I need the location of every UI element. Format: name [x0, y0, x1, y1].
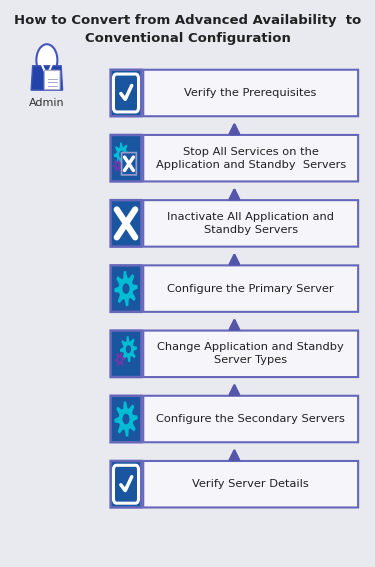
FancyBboxPatch shape [111, 396, 141, 442]
Text: Inactivate All Application and
Standby Servers: Inactivate All Application and Standby S… [167, 212, 334, 235]
FancyBboxPatch shape [111, 200, 141, 247]
FancyBboxPatch shape [143, 331, 358, 377]
FancyBboxPatch shape [143, 461, 358, 507]
Text: Stop All Services on the
Application and Standby  Servers: Stop All Services on the Application and… [156, 147, 346, 170]
FancyBboxPatch shape [143, 265, 358, 312]
FancyBboxPatch shape [111, 461, 141, 507]
FancyBboxPatch shape [143, 70, 358, 116]
Polygon shape [115, 352, 125, 367]
FancyBboxPatch shape [111, 331, 141, 377]
FancyBboxPatch shape [44, 70, 60, 90]
FancyBboxPatch shape [111, 135, 141, 181]
Circle shape [123, 414, 129, 424]
Circle shape [119, 151, 124, 158]
Circle shape [123, 284, 129, 294]
FancyBboxPatch shape [111, 265, 141, 312]
FancyBboxPatch shape [143, 200, 358, 247]
Text: Configure the Primary Server: Configure the Primary Server [167, 284, 334, 294]
Circle shape [36, 44, 57, 76]
Polygon shape [114, 271, 138, 306]
Polygon shape [120, 336, 137, 362]
Polygon shape [113, 159, 122, 172]
FancyBboxPatch shape [143, 396, 358, 442]
FancyBboxPatch shape [111, 70, 141, 116]
Polygon shape [114, 142, 130, 167]
FancyBboxPatch shape [122, 153, 136, 175]
Text: Admin: Admin [29, 98, 64, 108]
Text: Configure the Secondary Servers: Configure the Secondary Servers [156, 414, 345, 424]
FancyBboxPatch shape [143, 135, 358, 181]
Text: Verify the Prerequisites: Verify the Prerequisites [184, 88, 317, 98]
Circle shape [126, 345, 131, 353]
Circle shape [118, 357, 122, 362]
Polygon shape [31, 66, 63, 90]
Polygon shape [114, 401, 138, 437]
Text: Verify Server Details: Verify Server Details [192, 479, 309, 489]
Text: Change Application and Standby
Server Types: Change Application and Standby Server Ty… [158, 342, 344, 365]
Circle shape [116, 164, 119, 168]
Text: How to Convert from Advanced Availability  to
Conventional Configuration: How to Convert from Advanced Availabilit… [14, 14, 361, 45]
